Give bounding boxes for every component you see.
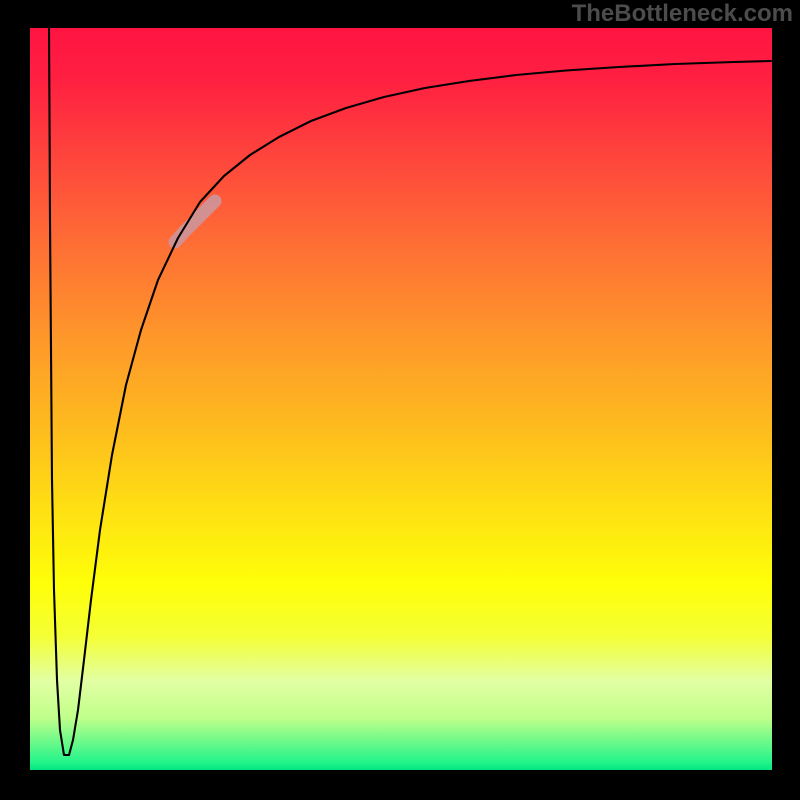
chart-svg	[0, 0, 800, 800]
chart-stage: TheBottleneck.com	[0, 0, 800, 800]
plot-background	[30, 28, 772, 770]
